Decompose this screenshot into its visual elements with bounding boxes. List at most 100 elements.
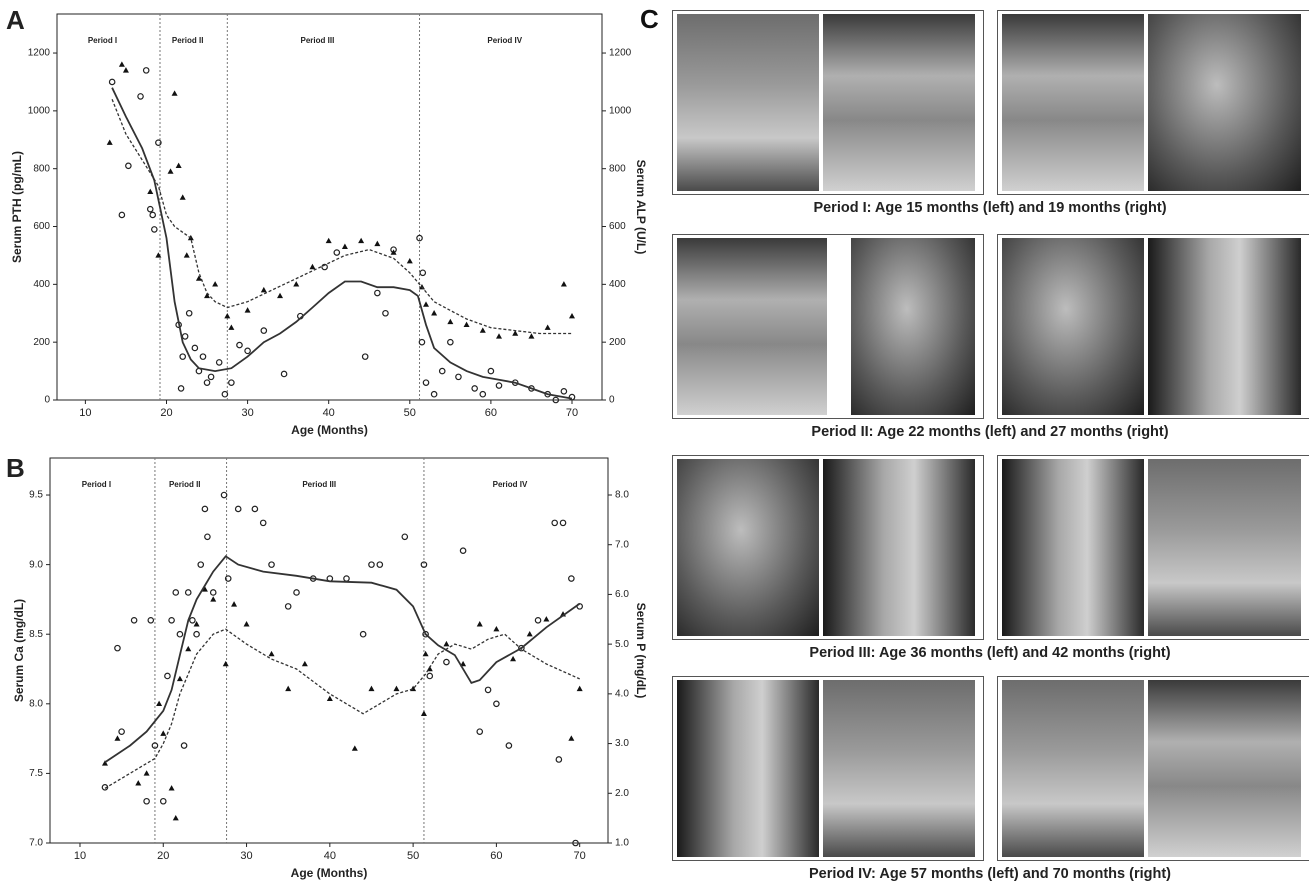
point: [176, 163, 182, 168]
point: [480, 392, 485, 397]
point: [277, 293, 283, 298]
point: [222, 392, 227, 397]
x-axis-label: Age (Months): [291, 423, 368, 437]
point: [556, 757, 561, 762]
point: [477, 729, 482, 734]
point: [477, 621, 483, 626]
point: [302, 661, 308, 666]
xray-image: [823, 14, 975, 191]
point: [561, 281, 567, 286]
point: [423, 301, 429, 306]
period-label: Period III: [301, 36, 335, 45]
y-tick-label: 800: [33, 163, 50, 174]
caption: Period III: Age 36 months (left) and 42 …: [660, 645, 1309, 661]
y-tick-label: 0: [609, 395, 615, 406]
point: [342, 244, 348, 249]
point: [560, 520, 565, 525]
point: [144, 68, 149, 73]
x-axis-label: Age (Months): [291, 866, 368, 880]
y-tick-label: 1000: [28, 106, 51, 117]
point: [421, 711, 427, 716]
y-tick-label: 9.5: [29, 490, 43, 501]
point: [119, 729, 124, 734]
point: [205, 534, 210, 539]
point: [212, 281, 218, 286]
point: [107, 139, 113, 144]
point: [173, 815, 179, 820]
y-tick-label: 8.5: [29, 629, 43, 640]
y-tick-label: 200: [33, 337, 50, 348]
point: [362, 354, 367, 359]
y2-axis-label: Serum ALP (U/L): [634, 160, 648, 255]
point: [150, 212, 155, 217]
point: [448, 339, 453, 344]
point: [109, 79, 114, 84]
point: [194, 632, 199, 637]
point: [309, 264, 315, 269]
period-label: Period II: [169, 480, 201, 489]
point: [182, 334, 187, 339]
point: [172, 90, 178, 95]
xray-image: [1148, 14, 1301, 191]
point: [294, 590, 299, 595]
point: [510, 656, 516, 661]
y2-axis-label: Serum P (mg/dL): [634, 603, 648, 699]
x-tick-label: 20: [157, 850, 169, 862]
point: [177, 676, 183, 681]
y-tick-label: 800: [609, 163, 626, 174]
point: [407, 258, 413, 263]
point: [545, 325, 551, 330]
xray-box: [997, 234, 1309, 419]
point: [293, 281, 299, 286]
point: [169, 785, 175, 790]
xray-box: [672, 10, 984, 195]
xray-box: [672, 676, 984, 861]
point: [119, 212, 124, 217]
y-tick-label: 0: [44, 395, 50, 406]
point: [431, 392, 436, 397]
point: [152, 227, 157, 232]
point: [269, 651, 275, 656]
point: [393, 686, 399, 691]
xray-image: [851, 238, 975, 415]
y-tick-label: 8.0: [29, 698, 43, 709]
point: [368, 686, 374, 691]
point: [178, 386, 183, 391]
trend-line: [112, 99, 572, 333]
x-tick-label: 50: [404, 407, 416, 419]
point: [506, 743, 511, 748]
point: [377, 562, 382, 567]
xray-image: [823, 680, 975, 857]
xray-image: [677, 680, 819, 857]
point: [180, 354, 185, 359]
xray-image: [823, 459, 975, 636]
x-tick-label: 70: [574, 850, 586, 862]
point: [177, 632, 182, 637]
y-tick-label: 400: [609, 279, 626, 290]
caption: Period II: Age 22 months (left) and 27 m…: [660, 424, 1309, 440]
point: [485, 687, 490, 692]
point: [237, 342, 242, 347]
plot-frame: [57, 14, 602, 400]
y-tick-label: 7.0: [615, 539, 629, 550]
point: [496, 333, 502, 338]
point: [269, 562, 274, 567]
panel-label: C: [640, 4, 659, 35]
point: [535, 618, 540, 623]
point: [245, 307, 251, 312]
xray-image: [1148, 238, 1301, 415]
x-tick-label: 60: [490, 850, 502, 862]
point: [488, 368, 493, 373]
point: [493, 626, 499, 631]
x-tick-label: 70: [566, 407, 578, 419]
caption: Period IV: Age 57 months (left) and 70 m…: [660, 866, 1309, 882]
point: [236, 506, 241, 511]
x-tick-label: 30: [240, 850, 252, 862]
point: [202, 506, 207, 511]
point: [561, 389, 566, 394]
point: [148, 206, 153, 211]
point: [326, 238, 332, 243]
point: [460, 548, 465, 553]
point: [173, 590, 178, 595]
